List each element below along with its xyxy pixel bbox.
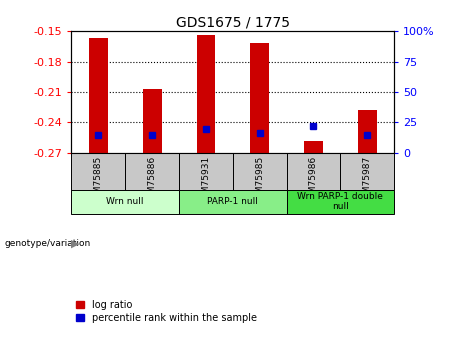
- Bar: [196, 35, 215, 153]
- Bar: [304, 141, 323, 153]
- Text: Wrn null: Wrn null: [106, 197, 144, 206]
- Text: GSM75985: GSM75985: [255, 156, 264, 205]
- Text: GSM75986: GSM75986: [309, 156, 318, 205]
- Text: GSM75931: GSM75931: [201, 156, 210, 205]
- Text: ▶: ▶: [71, 238, 80, 248]
- Bar: [71, 153, 125, 189]
- Bar: [71, 189, 179, 214]
- Bar: [340, 153, 394, 189]
- Bar: [179, 189, 287, 214]
- Bar: [287, 189, 394, 214]
- Title: GDS1675 / 1775: GDS1675 / 1775: [176, 16, 290, 30]
- Bar: [250, 43, 269, 153]
- Text: GSM75987: GSM75987: [363, 156, 372, 205]
- Bar: [233, 153, 287, 189]
- Text: PARP-1 null: PARP-1 null: [207, 197, 258, 206]
- Text: genotype/variation: genotype/variation: [5, 239, 91, 248]
- Legend: log ratio, percentile rank within the sample: log ratio, percentile rank within the sa…: [77, 300, 257, 323]
- Bar: [89, 38, 108, 153]
- Text: GSM75886: GSM75886: [148, 156, 157, 205]
- Bar: [125, 153, 179, 189]
- Bar: [179, 153, 233, 189]
- Bar: [358, 110, 377, 153]
- Bar: [287, 153, 340, 189]
- Bar: [143, 89, 161, 153]
- Text: GSM75885: GSM75885: [94, 156, 103, 205]
- Text: Wrn PARP-1 double
null: Wrn PARP-1 double null: [297, 192, 383, 211]
